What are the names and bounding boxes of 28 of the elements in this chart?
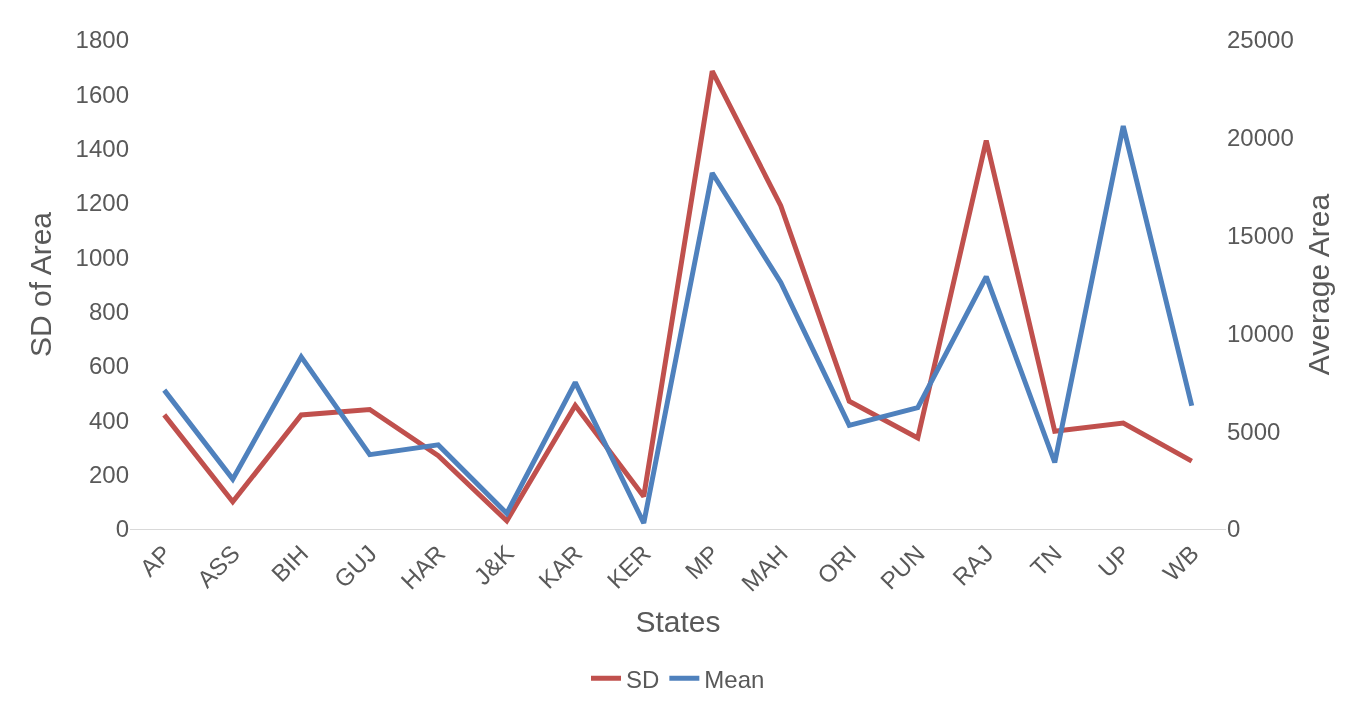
x-tick-label: BIH bbox=[265, 539, 314, 588]
y-tick-label: 1600 bbox=[75, 80, 129, 108]
y-tick-label: 1800 bbox=[75, 26, 129, 54]
y-tick-label: 1000 bbox=[75, 243, 129, 271]
y2-tick-label: 20000 bbox=[1227, 124, 1294, 152]
y-tick-label: 800 bbox=[88, 298, 129, 326]
x-axis-title: States bbox=[635, 605, 721, 639]
y2-tick-label: 5000 bbox=[1227, 417, 1281, 445]
y-axis-title: SD of Area bbox=[23, 211, 57, 358]
x-tick-label: MP bbox=[679, 539, 725, 585]
y-tick-label: 200 bbox=[88, 461, 129, 489]
y2-tick-label: 15000 bbox=[1227, 222, 1294, 249]
y-tick-label: 0 bbox=[115, 515, 129, 543]
x-tick-label: WB bbox=[1157, 539, 1204, 587]
y2-tick-label: 25000 bbox=[1227, 26, 1294, 54]
x-tick-label: UP bbox=[1092, 539, 1136, 583]
legend-label: SD bbox=[626, 665, 660, 693]
y2-axis-title: Average Area bbox=[1302, 193, 1336, 376]
x-tick-label: ORI bbox=[812, 539, 862, 589]
y-tick-label: 600 bbox=[88, 352, 129, 380]
y-tick-label: 1200 bbox=[75, 189, 129, 217]
y-tick-label: 400 bbox=[88, 406, 129, 434]
y2-tick-label: 10000 bbox=[1227, 319, 1294, 347]
y-tick-label: 1400 bbox=[75, 135, 129, 163]
y2-tick-label: 0 bbox=[1227, 515, 1241, 543]
legend-label: Mean bbox=[704, 665, 765, 693]
x-tick-label: TN bbox=[1025, 539, 1067, 582]
x-tick-label: AP bbox=[134, 539, 177, 582]
